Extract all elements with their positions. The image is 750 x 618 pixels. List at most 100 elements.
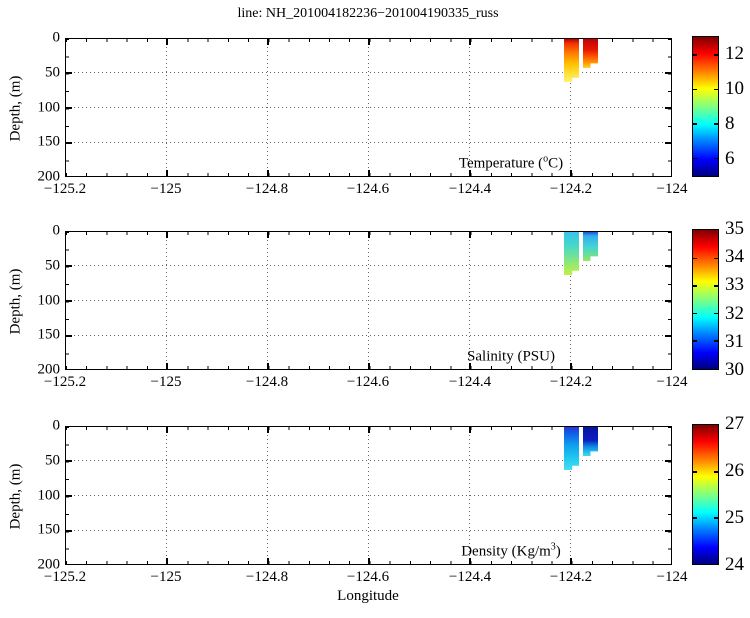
colorbar-tick — [714, 257, 718, 260]
major-tick — [570, 558, 572, 564]
major-tick — [166, 39, 168, 45]
colorbar-tick — [693, 312, 697, 315]
major-tick — [166, 427, 168, 433]
colorbar-salinity — [692, 229, 719, 370]
major-tick — [66, 265, 72, 267]
major-tick — [665, 142, 671, 144]
panel-label-density: Density (Kg/m3) — [461, 542, 561, 561]
x-tick-label: −124 — [656, 569, 688, 585]
major-tick — [66, 142, 72, 144]
major-tick — [469, 170, 471, 176]
major-tick — [368, 232, 370, 238]
y-tick-label: 0 — [52, 29, 61, 46]
colorbar-tick-label: 35 — [725, 218, 744, 239]
major-tick — [368, 170, 370, 176]
colorbar-tick — [693, 517, 697, 519]
colorbar-tick-label: 24 — [725, 554, 744, 575]
major-tick — [665, 72, 671, 74]
gridline-horizontal — [66, 107, 671, 108]
y-tick-label: 100 — [37, 292, 61, 308]
major-tick — [267, 363, 269, 369]
major-tick — [267, 39, 269, 45]
major-tick — [267, 232, 269, 238]
gridline-horizontal — [66, 142, 671, 143]
y-tick-label: 200 — [37, 556, 61, 573]
gridline-horizontal — [66, 335, 671, 336]
colorbar-tick-label: 27 — [725, 413, 744, 434]
major-tick — [166, 170, 168, 176]
salinity-cast-east — [583, 232, 598, 261]
x-tick-label: −124.2 — [549, 569, 593, 585]
colorbar-tick — [693, 123, 697, 125]
density-cast-east — [583, 427, 598, 456]
major-tick — [469, 363, 471, 369]
colorbar-tick-label: 12 — [725, 42, 744, 64]
colorbar-tick — [714, 285, 718, 287]
major-tick — [66, 530, 72, 532]
temperature-cast-east — [583, 39, 598, 68]
gridline-horizontal — [66, 72, 671, 73]
y-tick-label: 50 — [45, 452, 60, 469]
gridline-horizontal — [66, 495, 671, 496]
colorbar-tick-label: 6 — [725, 148, 735, 170]
x-tick-label: −124 — [656, 181, 688, 197]
major-tick — [368, 363, 370, 369]
panel-label-text: Temperature ( — [458, 155, 544, 172]
colorbar-tick — [693, 157, 697, 160]
colorbar-tick — [693, 340, 697, 342]
colorbar-tick — [714, 471, 718, 473]
major-tick — [66, 107, 72, 109]
colorbar-tick — [714, 517, 718, 519]
y-tick-label: 150 — [37, 326, 61, 343]
x-tick-label: −124.6 — [346, 569, 390, 585]
plot-area-temperature: Temperature (oC) — [65, 38, 672, 177]
colorbar-tick-label: 34 — [725, 246, 744, 268]
temperature-cast-west — [564, 39, 579, 82]
colorbar-tick — [693, 471, 697, 473]
plot-area-density: Density (Kg/m3) — [65, 426, 672, 565]
x-tick-label: −124.6 — [346, 374, 390, 390]
major-tick — [665, 265, 671, 267]
major-tick — [665, 300, 671, 302]
panel-label-text: Density (Kg/m — [461, 543, 551, 560]
x-tick-label: −124.8 — [245, 569, 289, 585]
panel-label-temperature: Temperature (oC) — [459, 154, 563, 173]
colorbar-tick — [693, 54, 697, 56]
x-tick-label: −124.4 — [448, 181, 492, 197]
y-tick-label: 0 — [52, 222, 61, 239]
major-tick — [368, 558, 370, 564]
y-tick-label: 50 — [45, 257, 60, 274]
colorbar-tick-label: 30 — [725, 359, 744, 380]
y-tick-label: 200 — [37, 168, 61, 185]
panel-label-superscript: o — [543, 153, 549, 165]
x-tick-label: −125 — [150, 569, 182, 585]
major-tick — [66, 335, 72, 337]
major-tick — [469, 427, 471, 433]
colorbar-tick — [714, 157, 718, 160]
colorbar-tick-label: 25 — [725, 507, 744, 528]
x-tick-label: −125 — [150, 374, 182, 390]
colorbar-tick — [693, 257, 697, 260]
plot-area-salinity: Salinity (PSU) — [65, 231, 672, 370]
colorbar-tick — [714, 54, 718, 56]
gridline-horizontal — [66, 530, 671, 531]
y-tick-label: 0 — [52, 417, 61, 434]
x-tick-label: −124 — [656, 374, 688, 390]
major-tick — [570, 363, 572, 369]
major-tick — [166, 558, 168, 564]
major-tick — [570, 170, 572, 176]
gridline-horizontal — [66, 300, 671, 301]
colorbar-tick-label: 8 — [725, 113, 735, 135]
x-tick-label: −125.2 — [43, 181, 87, 197]
y-tick-label: 100 — [37, 99, 61, 115]
x-tick-label: −124.8 — [245, 374, 289, 390]
colorbar-tick — [714, 312, 718, 315]
colorbar-tick — [693, 88, 697, 91]
x-tick-label: −124.8 — [245, 181, 289, 197]
colorbar-tick-label: 32 — [725, 302, 744, 324]
x-tick-label: −125.2 — [43, 374, 87, 390]
major-tick — [665, 335, 671, 337]
y-tick-label: 150 — [37, 521, 61, 538]
major-tick — [665, 107, 671, 109]
